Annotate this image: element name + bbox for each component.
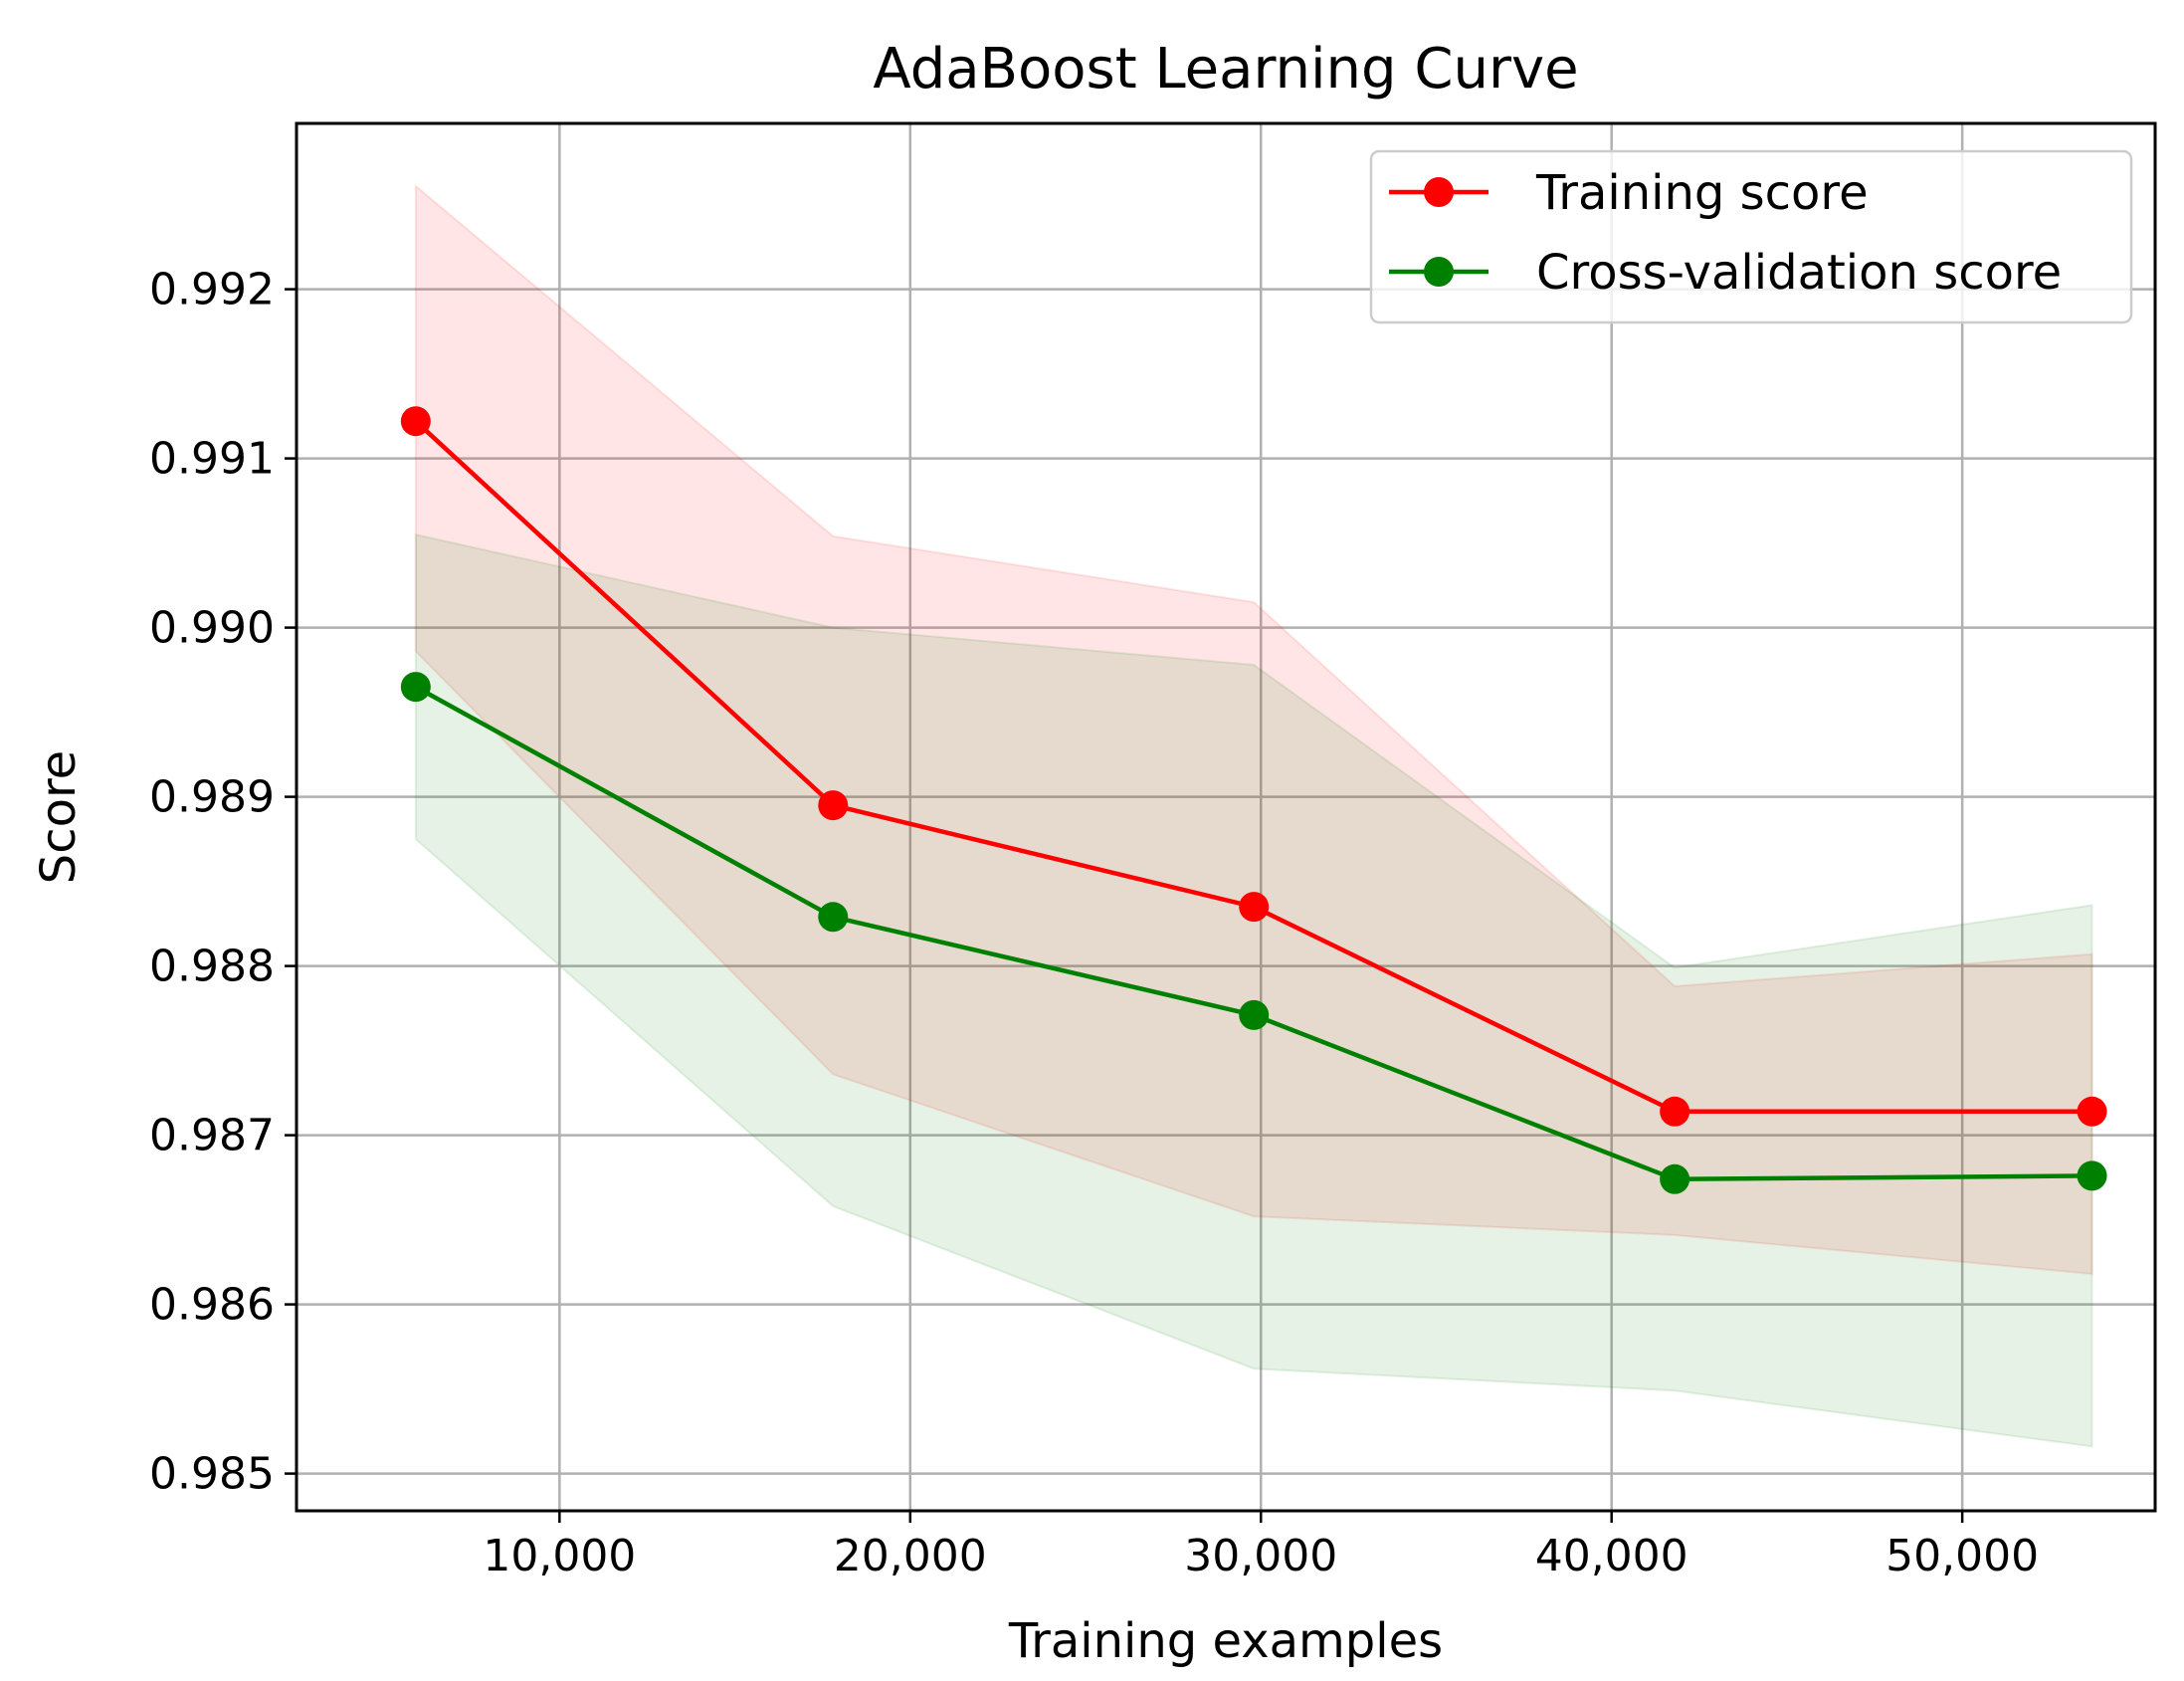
y-tick-label: 0.987 — [149, 1111, 275, 1161]
legend-label-training: Training score — [1535, 165, 1869, 221]
y-tick-label: 0.990 — [149, 603, 275, 654]
y-tick-label: 0.986 — [149, 1280, 275, 1331]
y-tick-label: 0.989 — [149, 772, 275, 823]
data-point-cross-validation — [1660, 1163, 1690, 1194]
y-tick-label: 0.985 — [149, 1449, 275, 1500]
confidence-bands — [414, 183, 2093, 1448]
x-tick-label: 50,000 — [1886, 1531, 2039, 1581]
data-point-training — [400, 406, 431, 437]
x-tick-label: 30,000 — [1184, 1531, 1337, 1581]
grid — [297, 123, 2155, 1511]
x-tick-label: 40,000 — [1535, 1531, 1688, 1581]
x-tick-label: 10,000 — [483, 1531, 636, 1581]
data-point-training — [1239, 892, 1270, 923]
legend-box — [1369, 149, 2133, 324]
plot-area-frame — [295, 121, 2157, 1513]
legend-marker-training — [1424, 177, 1454, 207]
data-point-cross-validation — [1239, 999, 1270, 1030]
legend-marker-cross-validation — [1424, 257, 1454, 287]
y-tick-label: 0.992 — [149, 265, 275, 315]
legend: Training score Cross-validation score — [1369, 149, 2133, 324]
data-point-cross-validation — [818, 902, 849, 933]
x-axis-label: Training examples — [1008, 1613, 1443, 1669]
x-tick-label: 20,000 — [834, 1531, 987, 1581]
data-point-training — [818, 790, 849, 821]
y-axis-label: Score — [31, 750, 87, 884]
confidence-band-training — [414, 183, 2093, 1276]
y-tick-label: 0.988 — [149, 942, 275, 992]
chart-title: AdaBoost Learning Curve — [873, 37, 1578, 102]
axis-ticks: 10,000 20,000 30,000 40,000 50,000 0.985 0.986… — [149, 265, 2039, 1581]
data-point-cross-validation — [400, 672, 431, 703]
y-tick-label: 0.991 — [149, 434, 275, 485]
data-point-training — [1660, 1096, 1690, 1127]
data-point-cross-validation — [2077, 1160, 2107, 1191]
legend-label-cross-validation: Cross-validation score — [1536, 245, 2062, 301]
series-markers — [400, 406, 2107, 1194]
data-point-training — [2077, 1096, 2107, 1127]
confidence-band-cross-validation — [414, 532, 2093, 1448]
